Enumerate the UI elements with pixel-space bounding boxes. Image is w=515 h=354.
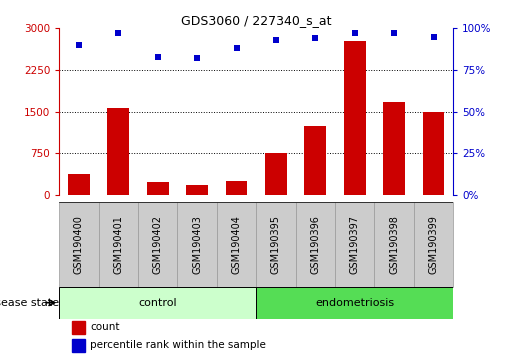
Point <box>153 54 162 59</box>
Text: GSM190398: GSM190398 <box>389 215 399 274</box>
Bar <box>374 202 414 287</box>
Text: GSM190400: GSM190400 <box>74 215 84 274</box>
Bar <box>99 202 138 287</box>
Bar <box>265 153 287 195</box>
Bar <box>72 339 85 352</box>
Text: GSM190399: GSM190399 <box>428 215 438 274</box>
Point <box>232 45 241 51</box>
Bar <box>344 40 366 195</box>
Point <box>193 56 201 61</box>
Text: control: control <box>139 298 177 308</box>
Text: endometriosis: endometriosis <box>315 298 394 308</box>
Bar <box>304 126 326 195</box>
Text: GSM190396: GSM190396 <box>311 215 320 274</box>
Point <box>311 35 319 41</box>
Text: count: count <box>90 322 119 332</box>
Point <box>272 37 280 43</box>
Point <box>430 34 438 39</box>
Text: disease state: disease state <box>0 298 59 308</box>
Text: GSM190401: GSM190401 <box>113 215 123 274</box>
Bar <box>68 174 90 195</box>
Point <box>75 42 83 48</box>
Bar <box>256 287 453 319</box>
Bar <box>59 202 99 287</box>
Bar <box>147 183 168 195</box>
Title: GDS3060 / 227340_s_at: GDS3060 / 227340_s_at <box>181 14 332 27</box>
Point <box>351 30 359 36</box>
Bar <box>414 202 453 287</box>
Bar <box>423 112 444 195</box>
Point <box>114 30 123 36</box>
Point <box>390 30 398 36</box>
Bar <box>177 202 217 287</box>
Text: GSM190402: GSM190402 <box>153 215 163 274</box>
Text: GSM190404: GSM190404 <box>232 215 242 274</box>
Bar <box>383 102 405 195</box>
Text: GSM190395: GSM190395 <box>271 215 281 274</box>
Text: percentile rank within the sample: percentile rank within the sample <box>90 340 266 350</box>
Text: GSM190397: GSM190397 <box>350 215 359 274</box>
Text: GSM190403: GSM190403 <box>192 215 202 274</box>
Bar <box>108 108 129 195</box>
Bar <box>335 202 374 287</box>
Bar <box>72 321 85 334</box>
Bar <box>256 202 296 287</box>
Bar <box>296 202 335 287</box>
Bar <box>59 287 256 319</box>
Bar <box>226 181 247 195</box>
Bar <box>217 202 256 287</box>
Bar <box>138 202 177 287</box>
Bar <box>186 185 208 195</box>
